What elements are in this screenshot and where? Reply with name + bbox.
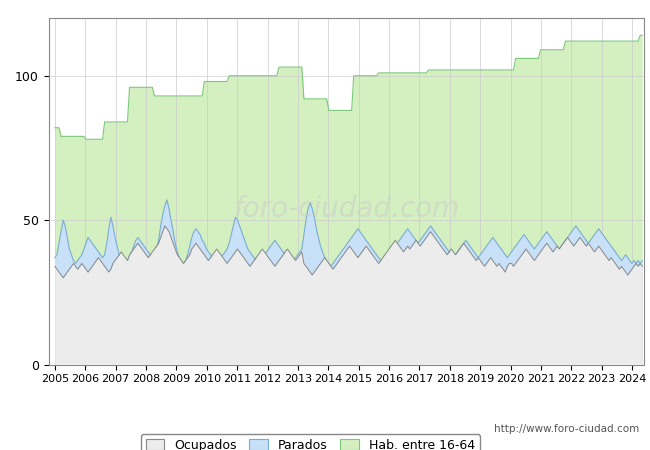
Text: http://www.foro-ciudad.com: http://www.foro-ciudad.com xyxy=(494,424,639,434)
Text: Casla - Evolucion de la poblacion en edad de Trabajar Mayo de 2024: Casla - Evolucion de la poblacion en eda… xyxy=(75,12,575,27)
Text: foro-ciudad.com: foro-ciudad.com xyxy=(233,194,459,223)
Legend: Ocupados, Parados, Hab. entre 16-64: Ocupados, Parados, Hab. entre 16-64 xyxy=(140,434,480,450)
